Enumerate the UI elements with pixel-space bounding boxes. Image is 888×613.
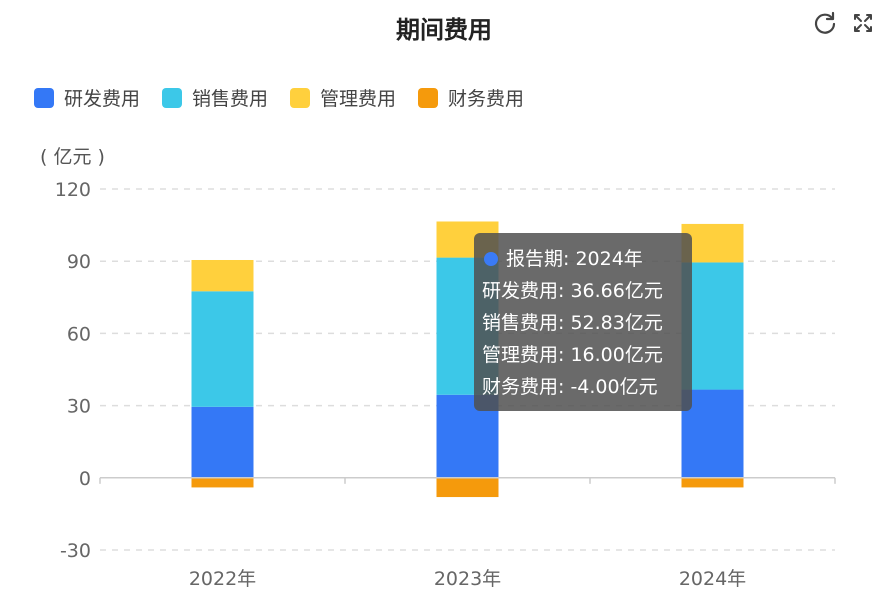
legend-item-finance[interactable]: 财务费用	[418, 84, 524, 111]
legend-swatch	[162, 87, 183, 108]
x-tick-label: 2023年	[434, 568, 501, 590]
legend-swatch	[290, 87, 311, 108]
chart-title: 期间费用	[396, 16, 492, 44]
fullscreen-icon	[854, 14, 872, 32]
tooltip-period: 报告期: 2024年	[506, 248, 643, 270]
y-tick-label: 60	[67, 323, 91, 345]
tooltip-line: 销售费用: 52.83亿元	[482, 312, 663, 334]
legend-label: 管理费用	[320, 88, 397, 110]
tooltip-header: 报告期: 2024年	[482, 243, 684, 275]
x-tick-label: 2024年	[679, 568, 746, 590]
y-tick-label: 30	[67, 396, 91, 418]
tooltip-line: 管理费用: 16.00亿元	[482, 344, 663, 366]
y-tick-label: 90	[67, 251, 91, 273]
bar-segment	[191, 406, 254, 478]
refresh-icon	[814, 11, 836, 34]
bar-segment	[191, 477, 254, 488]
y-tick-label: 0	[79, 468, 91, 490]
y-tick-label: -30	[60, 540, 91, 562]
bar-segment	[436, 477, 499, 498]
legend-swatch	[34, 87, 54, 108]
legend-item-sales[interactable]: 销售费用	[162, 84, 268, 111]
x-tick-label: 2022年	[189, 568, 256, 590]
legend-label: 销售费用	[192, 88, 269, 110]
bar-segment	[191, 291, 254, 407]
chart-legend: 研发费用 销售费用 管理费用 财务费用	[34, 84, 524, 111]
y-tick-label: 120	[55, 179, 91, 201]
legend-label: 研发费用	[64, 88, 141, 110]
legend-swatch	[418, 87, 439, 108]
chart-toolbar	[812, 10, 876, 36]
legend-item-rnd[interactable]: 研发费用	[34, 84, 140, 111]
chart-tooltip: 报告期: 2024年 研发费用: 36.66亿元 销售费用: 52.83亿元 管…	[474, 233, 692, 411]
legend-label: 财务费用	[448, 88, 525, 110]
y-axis-ticks: 120 90 60 30 0 -30	[55, 179, 91, 562]
x-axis: 2022年 2023年 2024年	[99, 477, 836, 590]
tooltip-line: 财务费用: -4.00亿元	[482, 376, 658, 398]
y-axis-unit: ( 亿元 )	[40, 146, 105, 168]
tooltip-dot	[484, 252, 498, 266]
refresh-button[interactable]	[812, 10, 838, 36]
fullscreen-button[interactable]	[850, 10, 876, 36]
bar-segment	[681, 477, 744, 488]
tooltip-line: 研发费用: 36.66亿元	[482, 280, 663, 302]
bar-segment	[191, 259, 254, 292]
legend-item-admin[interactable]: 管理费用	[290, 84, 396, 111]
